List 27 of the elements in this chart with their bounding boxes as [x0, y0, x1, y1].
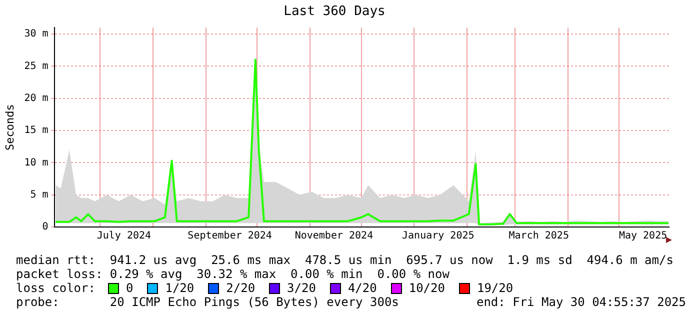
x-tick-label: May 2025: [618, 230, 668, 242]
text: 0: [126, 281, 134, 295]
y-tick-label: 30 m: [24, 28, 48, 40]
text: end: Fri May 30 04:55:37 2025: [476, 295, 686, 309]
y-tick-label: 20 m: [24, 92, 48, 104]
text: 1/20: [165, 281, 194, 295]
x-tick-label: January 2025: [402, 230, 474, 242]
text: median rtt: 941.2 us avg 25.6 ms max 478.5 us min 695.7 us now 1.9 ms sd 494.6 m am/s: [16, 253, 674, 267]
y-tick-label: 15 m: [24, 125, 48, 136]
x-tick-label: September 2024: [188, 230, 272, 242]
text: 3/20: [287, 281, 316, 295]
text: 4/20: [348, 281, 377, 295]
y-tick-label: 10 m: [24, 157, 48, 168]
y-tick-label: 25 m: [24, 60, 48, 72]
text: 2/20: [226, 281, 256, 295]
y-tick-label: 5 m: [30, 189, 48, 200]
x-tick-label: July 2024: [96, 230, 152, 242]
text: probe: 20 ICMP Echo Pings (56 Bytes) every 300s: [16, 295, 399, 309]
y-axis-title: Seconds: [3, 104, 16, 150]
x-tick-label: March 2025: [508, 230, 569, 242]
x-tick-label: November 2024: [294, 230, 374, 242]
text: loss color:: [16, 281, 96, 295]
chart-title: Last 360 Days: [284, 4, 386, 20]
text: packet loss: 0.29 % avg 30.32 % max 0.00 % min 0.00 % now: [16, 267, 450, 281]
text: 10/20: [408, 281, 445, 295]
y-tick-label: 0: [42, 222, 48, 233]
text: 19/20: [476, 281, 514, 295]
